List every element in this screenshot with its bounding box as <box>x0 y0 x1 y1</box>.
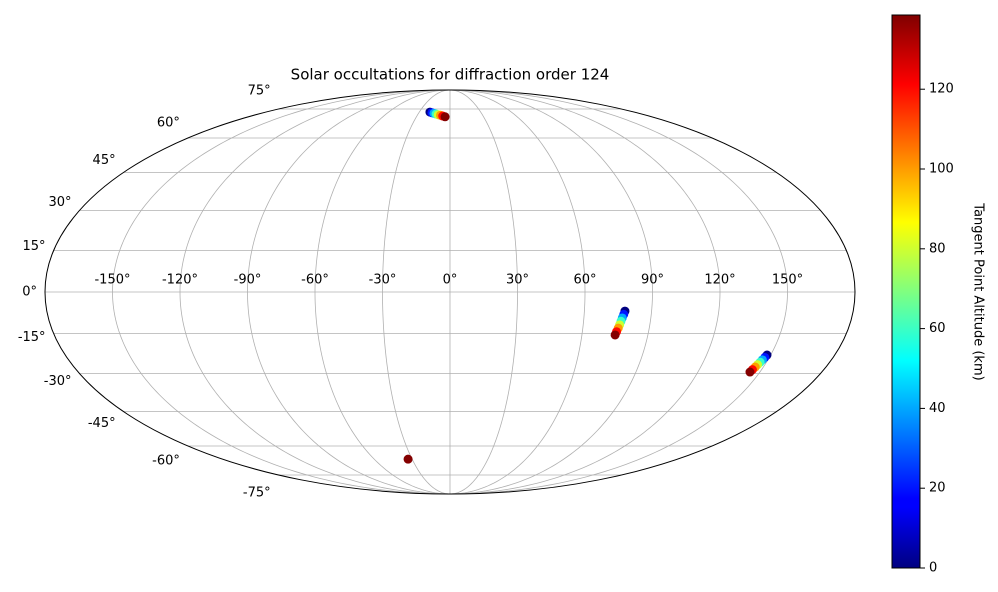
x-tick-label: -120° <box>162 273 198 288</box>
x-tick-label: 150° <box>772 273 803 288</box>
grid-line <box>179 89 451 495</box>
grid-line <box>382 89 451 495</box>
scatter-point <box>440 112 450 122</box>
y-tick-label: 0° <box>22 285 37 300</box>
colorbar-tick-label: 40 <box>929 401 946 416</box>
y-tick-label: 30° <box>48 195 71 210</box>
grid-line <box>247 89 451 495</box>
y-tick-label: -45° <box>88 416 116 431</box>
y-tick-label: 45° <box>93 153 116 168</box>
y-tick-label: -30° <box>44 374 72 389</box>
x-tick-label: -90° <box>234 273 262 288</box>
y-tick-label: -60° <box>152 454 180 469</box>
x-tick-label: 30° <box>506 273 529 288</box>
x-tick-label: 90° <box>641 273 664 288</box>
grid-line <box>449 89 788 495</box>
colorbar-tick-label: 60 <box>929 321 946 336</box>
colorbar-tick-label: 20 <box>929 481 946 496</box>
x-tick-label: -60° <box>301 273 329 288</box>
y-tick-label: 75° <box>248 83 271 98</box>
colorbar-label: Tangent Point Altitude (km) <box>971 202 986 380</box>
grid-line <box>449 89 721 495</box>
scatter-point <box>403 454 413 464</box>
scatter-point <box>745 367 755 377</box>
chart-title: Solar occultations for diffraction order… <box>291 66 610 84</box>
colorbar <box>891 14 921 569</box>
scatter-point <box>610 330 620 340</box>
x-tick-label: -30° <box>369 273 397 288</box>
x-tick-label: 0° <box>443 273 458 288</box>
colorbar-tick-label: 80 <box>929 241 946 256</box>
y-tick-label: 15° <box>23 239 46 254</box>
y-tick-label: -15° <box>18 330 46 345</box>
x-tick-label: -150° <box>94 273 130 288</box>
x-tick-label: 120° <box>704 273 735 288</box>
grid-line <box>449 89 586 495</box>
colorbar-tick-label: 0 <box>929 561 937 576</box>
map-outline <box>44 89 856 495</box>
colorbar-tick-label: 120 <box>929 82 954 97</box>
grid-line <box>112 89 451 495</box>
y-tick-label: 60° <box>157 115 180 130</box>
grid-line <box>449 89 518 495</box>
colorbar-tick-label: 100 <box>929 162 954 177</box>
x-tick-label: 60° <box>573 273 596 288</box>
y-tick-label: -75° <box>243 486 271 501</box>
grid-line <box>449 89 653 495</box>
grid-line <box>314 89 451 495</box>
